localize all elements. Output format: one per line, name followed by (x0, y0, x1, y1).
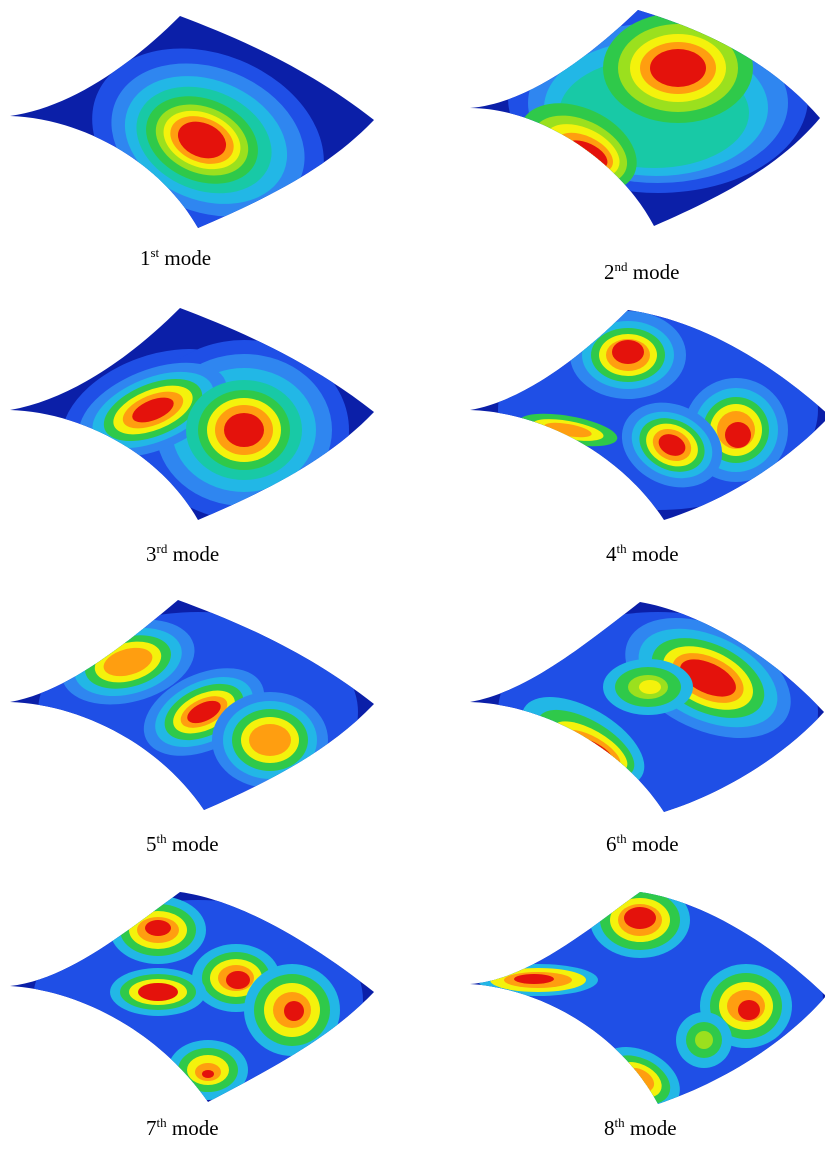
mode-panel-7: 7th mode (8, 880, 408, 1168)
mode-panel-8: 8th mode (468, 880, 825, 1168)
mode-panel-4: 4th mode (468, 300, 825, 588)
mode-panel-3: 3rd mode (8, 300, 408, 588)
mode-shape-plot-3 (10, 308, 374, 520)
mode-caption-1: 1st mode (140, 245, 212, 270)
mode-caption-4: 4th mode (606, 541, 679, 566)
mode-shape-plot-2 (470, 10, 820, 226)
mode-shape-plot-5 (10, 600, 374, 810)
mode-shape-plot-8 (470, 892, 825, 1104)
mode-caption-6: 6th mode (606, 831, 679, 856)
mode-caption-7: 7th mode (146, 1115, 219, 1140)
mode-shape-plot-6 (470, 602, 824, 812)
mode-caption-5: 5th mode (146, 831, 219, 856)
mode-caption-3: 3rd mode (146, 541, 220, 566)
mode-shape-plot-1 (10, 16, 374, 228)
mode-panel-5: 5th mode (8, 592, 408, 880)
mode-shape-plot-4 (470, 310, 825, 520)
mode-panel-2: 2nd mode (468, 8, 825, 296)
mode-caption-8: 8th mode (604, 1115, 677, 1140)
mode-panel-1: 1st mode (8, 8, 408, 296)
mode-caption-2: 2nd mode (604, 259, 680, 284)
mode-shape-plot-7 (10, 892, 374, 1102)
mode-panel-6: 6th mode (468, 592, 825, 880)
